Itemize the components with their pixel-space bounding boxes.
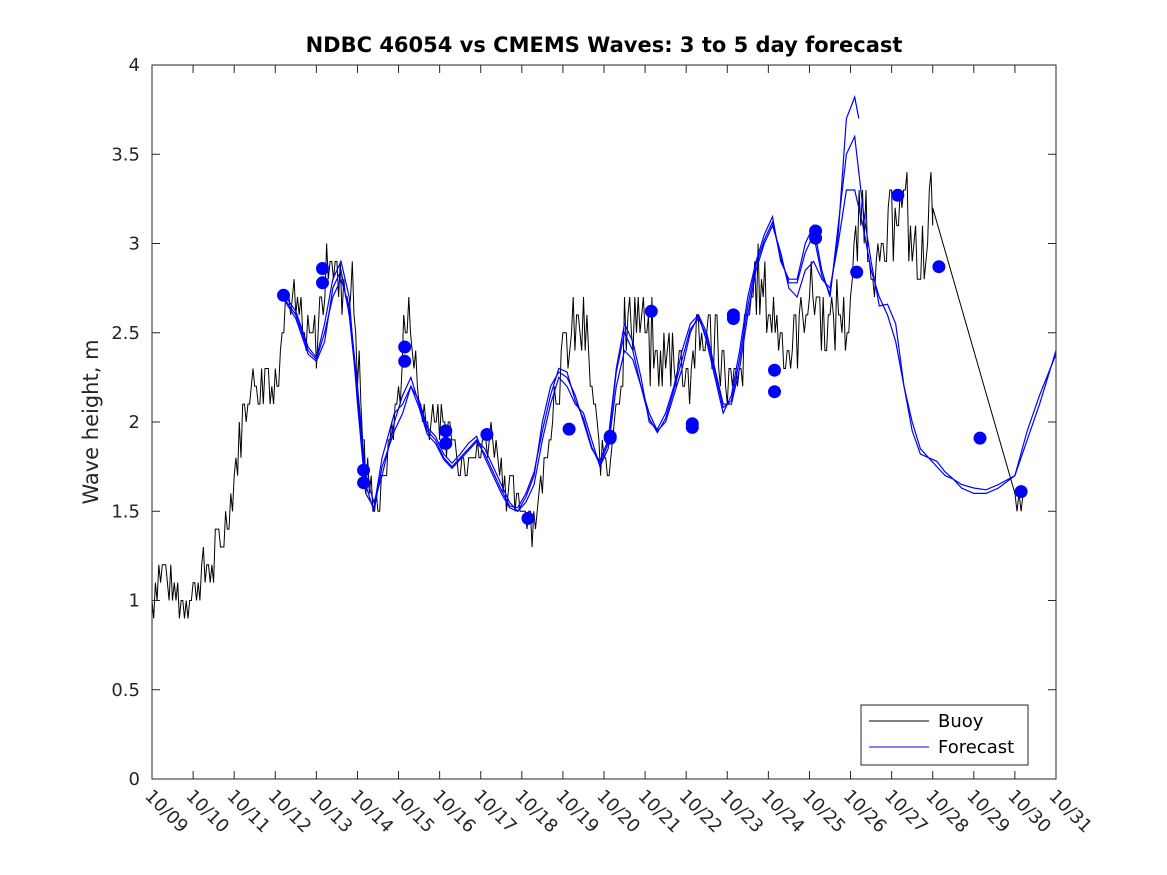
legend-box: [860, 704, 1029, 766]
forecast-marker: [316, 276, 329, 290]
chart-title: NDBC 46054 vs CMEMS Waves: 3 to 5 day fo…: [306, 33, 903, 57]
x-tick-label: 10/27: [880, 786, 932, 838]
forecast-marker: [357, 476, 371, 490]
forecast-marker: [562, 422, 576, 436]
forecast-marker: [973, 431, 987, 445]
forecast-marker: [768, 385, 781, 399]
y-tick-label: 3: [129, 234, 140, 255]
forecast-marker: [398, 340, 412, 354]
buoy-series: [151, 172, 1024, 619]
forecast-marker: [439, 436, 453, 450]
forecast-line: [282, 94, 860, 512]
forecast-marker: [850, 265, 864, 279]
y-tick-label: 0: [129, 769, 140, 790]
x-tick-label: 10/21: [634, 786, 686, 838]
x-tick-label: 10/28: [921, 786, 973, 838]
forecast-marker: [1014, 485, 1028, 499]
forecast-marker: [891, 188, 905, 202]
x-tick-label: 10/22: [675, 786, 727, 838]
forecast-marker: [277, 288, 290, 302]
forecast-markers: [277, 188, 1028, 525]
forecast-line: [283, 134, 1057, 513]
x-tick-label: 10/16: [428, 786, 480, 838]
forecast-marker: [480, 428, 494, 441]
forecast-marker: [439, 424, 453, 438]
forecast-marker: [932, 260, 946, 274]
forecast-marker: [726, 312, 740, 325]
y-tick-label: 0.5: [111, 680, 140, 701]
forecast-marker: [398, 354, 412, 368]
legend-forecast-label: Forecast: [938, 737, 1014, 758]
forecast-marker: [685, 420, 699, 434]
buoy-line: [151, 172, 1024, 619]
forecast-marker: [603, 431, 617, 445]
y-tick-label: 1: [129, 591, 140, 612]
y-tick-label: 4: [129, 55, 140, 76]
plot-area: [152, 65, 1056, 779]
y-tick-label: 2.5: [111, 323, 140, 344]
forecast-marker: [768, 363, 781, 377]
x-tick-label: 10/10: [182, 786, 234, 838]
forecast-marker: [644, 304, 658, 318]
x-tick-label: 10/19: [551, 786, 603, 838]
x-tick-label: 10/31: [1044, 786, 1096, 838]
forecast-marker: [521, 511, 535, 525]
y-tick-label: 2: [129, 412, 140, 433]
legend-buoy-label: Buoy: [938, 711, 984, 732]
forecast-marker: [809, 231, 823, 245]
x-tick-label: 10/23: [716, 786, 768, 838]
x-tick-label: 10/25: [798, 786, 850, 838]
forecast-marker: [316, 262, 329, 275]
x-tick-label: 10/11: [223, 786, 275, 838]
legend: Buoy Forecast: [860, 704, 1029, 766]
x-tick-label: 10/13: [305, 786, 357, 838]
plot-frame: [151, 64, 1057, 780]
x-tick-label: 10/17: [469, 786, 521, 838]
x-tick-label: 10/30: [1003, 786, 1055, 838]
x-tick-label: 10/20: [592, 786, 644, 838]
y-axis-label: Wave height, m: [79, 339, 103, 504]
y-tick-label: 1.5: [111, 501, 140, 522]
x-tick-label: 10/18: [510, 786, 562, 838]
x-tick-label: 10/24: [757, 786, 809, 838]
x-tick-label: 10/12: [264, 786, 316, 838]
x-tick-label: 10/09: [140, 786, 192, 838]
forecast-marker: [357, 463, 371, 477]
y-tick-label: 3.5: [111, 144, 140, 165]
forecast-series: [282, 94, 1057, 513]
x-tick-label: 10/14: [346, 786, 398, 838]
x-tick-label: 10/26: [839, 786, 891, 838]
x-tick-label: 10/15: [387, 786, 439, 838]
x-tick-label: 10/29: [962, 786, 1014, 838]
